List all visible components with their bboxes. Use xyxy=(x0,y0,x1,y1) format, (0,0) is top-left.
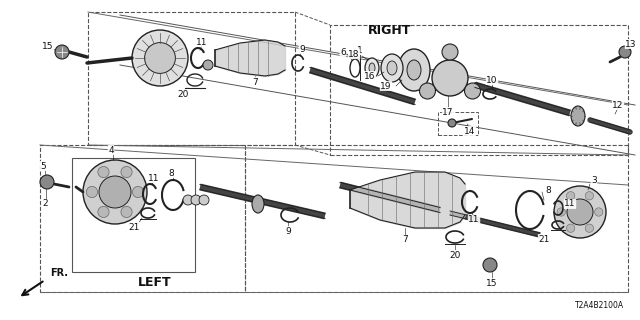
Text: 2: 2 xyxy=(42,199,48,209)
Ellipse shape xyxy=(585,224,593,232)
Circle shape xyxy=(203,60,213,70)
Text: 4: 4 xyxy=(108,146,114,155)
Text: FR.: FR. xyxy=(50,268,68,278)
Ellipse shape xyxy=(571,106,585,126)
Text: LEFT: LEFT xyxy=(138,276,172,289)
Circle shape xyxy=(191,195,201,205)
Circle shape xyxy=(442,44,458,60)
Circle shape xyxy=(432,60,468,96)
Ellipse shape xyxy=(83,160,147,224)
Text: 1: 1 xyxy=(357,45,363,54)
Circle shape xyxy=(483,258,497,272)
Text: 21: 21 xyxy=(128,222,140,231)
Text: 5: 5 xyxy=(40,162,46,171)
Text: 18: 18 xyxy=(348,50,360,59)
Ellipse shape xyxy=(132,186,143,197)
Ellipse shape xyxy=(595,208,603,216)
Circle shape xyxy=(199,195,209,205)
Circle shape xyxy=(183,195,193,205)
Text: RIGHT: RIGHT xyxy=(368,23,412,36)
Ellipse shape xyxy=(86,186,97,197)
Text: 14: 14 xyxy=(464,126,476,135)
Text: 11: 11 xyxy=(468,215,480,225)
Text: 20: 20 xyxy=(449,251,461,260)
Text: 7: 7 xyxy=(402,236,408,244)
Text: 8: 8 xyxy=(545,186,551,195)
Ellipse shape xyxy=(557,208,566,216)
Ellipse shape xyxy=(566,192,575,200)
Circle shape xyxy=(99,176,131,208)
Circle shape xyxy=(567,199,593,225)
Circle shape xyxy=(132,30,188,86)
Circle shape xyxy=(55,45,69,59)
Text: 9: 9 xyxy=(285,227,291,236)
Text: 13: 13 xyxy=(625,39,637,49)
Text: 10: 10 xyxy=(486,76,498,84)
Circle shape xyxy=(419,83,435,99)
Ellipse shape xyxy=(566,224,575,232)
Ellipse shape xyxy=(98,206,109,218)
Text: 11: 11 xyxy=(564,199,576,209)
Ellipse shape xyxy=(252,195,264,213)
Ellipse shape xyxy=(365,58,379,78)
Text: 11: 11 xyxy=(196,37,208,46)
Text: T2A4B2100A: T2A4B2100A xyxy=(575,300,625,309)
Circle shape xyxy=(619,46,631,58)
Text: 9: 9 xyxy=(299,44,305,53)
Text: 8: 8 xyxy=(168,169,174,178)
Ellipse shape xyxy=(387,61,397,75)
Ellipse shape xyxy=(381,54,403,82)
Ellipse shape xyxy=(585,192,593,200)
Ellipse shape xyxy=(398,49,430,91)
Circle shape xyxy=(145,43,175,73)
Ellipse shape xyxy=(407,60,421,80)
Text: 11: 11 xyxy=(148,173,160,182)
Text: 3: 3 xyxy=(591,175,597,185)
Text: 20: 20 xyxy=(177,90,189,99)
Ellipse shape xyxy=(98,166,109,178)
Ellipse shape xyxy=(121,166,132,178)
Text: 15: 15 xyxy=(42,42,54,51)
Ellipse shape xyxy=(369,63,375,73)
Text: 19: 19 xyxy=(380,82,392,91)
Circle shape xyxy=(448,119,456,127)
Text: 15: 15 xyxy=(486,278,498,287)
Circle shape xyxy=(40,175,54,189)
Text: 17: 17 xyxy=(442,108,454,116)
Text: 6: 6 xyxy=(340,47,346,57)
Text: 21: 21 xyxy=(538,235,550,244)
Text: 16: 16 xyxy=(364,71,376,81)
Ellipse shape xyxy=(121,206,132,218)
Circle shape xyxy=(465,83,481,99)
Text: 7: 7 xyxy=(252,77,258,86)
Text: 12: 12 xyxy=(612,100,624,109)
Circle shape xyxy=(554,186,606,238)
